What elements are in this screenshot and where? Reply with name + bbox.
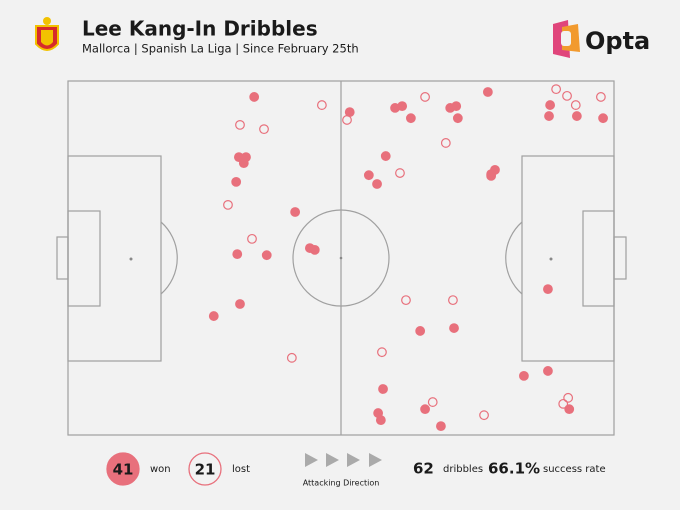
brand-logo: Opta (553, 20, 650, 58)
dribble-point (259, 124, 269, 135)
dribble-point (363, 170, 374, 181)
dribble-point (235, 119, 245, 130)
dribble-point (544, 111, 554, 121)
legend-marker (188, 452, 222, 486)
penalty-spot (549, 257, 553, 261)
dribble-point (208, 311, 219, 321)
dribble-point (415, 326, 426, 336)
dribble-point (397, 101, 408, 112)
dribble-point (562, 90, 572, 101)
dribble-point (377, 347, 387, 358)
legend-label: lost (232, 464, 250, 475)
total-label: success rate (543, 464, 606, 475)
dribble-point (449, 323, 459, 333)
legend-count: 21 (195, 461, 216, 479)
dribble-point (482, 87, 493, 97)
total-value: 62 (413, 460, 434, 478)
total-label: dribbles (443, 464, 483, 475)
dribble-point (545, 100, 556, 110)
chart-title: Lee Kang-In Dribbles (82, 17, 318, 41)
dribble-point (375, 415, 386, 426)
dribble-point (231, 176, 242, 187)
dribble-point (249, 92, 260, 102)
dribble-point (405, 113, 416, 124)
dribble-point (479, 410, 489, 421)
penalty-spot (129, 257, 133, 261)
dribble-point (223, 199, 233, 210)
dribble-point (595, 92, 606, 102)
legend-count: 41 (113, 461, 134, 479)
dribble-point (451, 101, 462, 112)
dribble-point (440, 138, 451, 148)
dribble-point (571, 111, 582, 121)
dribble-point (551, 84, 562, 95)
dribble-point (420, 404, 430, 415)
dribble-point (235, 299, 245, 309)
dribble-point (420, 92, 430, 102)
center-spot (339, 256, 343, 260)
legend-label: won (150, 464, 171, 475)
dribble-point (436, 421, 446, 432)
dribble-point (401, 295, 411, 306)
chart-subtitle: Mallorca | Spanish La Liga | Since Febru… (82, 42, 359, 56)
direction-arrows (305, 453, 382, 467)
dribble-point (452, 113, 463, 124)
club-badge (35, 17, 59, 51)
pitch (56, 80, 627, 436)
dribble-point (448, 295, 458, 306)
dribble-point (342, 115, 352, 125)
dribble-point (232, 249, 243, 260)
dribble-point (598, 113, 608, 124)
dribble-point (395, 168, 405, 178)
dribble-point (543, 284, 553, 295)
dribble-point (558, 398, 569, 409)
dribble-point (570, 100, 581, 110)
direction-label: Attacking Direction (303, 479, 380, 488)
dribble-point (372, 179, 382, 189)
dribble-point (563, 392, 574, 403)
dribble-point (486, 170, 497, 181)
dribble-point (247, 233, 257, 244)
brand-name: Opta (585, 27, 650, 55)
dribble-point (290, 207, 301, 217)
dribble-point (519, 370, 529, 381)
total-value: 66.1% (488, 460, 540, 478)
dribble-point (380, 151, 391, 161)
dribble-point (564, 404, 575, 415)
dribble-point (378, 384, 388, 394)
dribble-point (543, 366, 553, 376)
dribble-point (427, 397, 438, 407)
dribble-point (286, 352, 297, 363)
legend-marker (106, 452, 140, 486)
dribble-point (316, 100, 327, 110)
dribble-point (261, 250, 272, 261)
dribble-point (309, 244, 320, 255)
dribble-point (238, 158, 249, 169)
